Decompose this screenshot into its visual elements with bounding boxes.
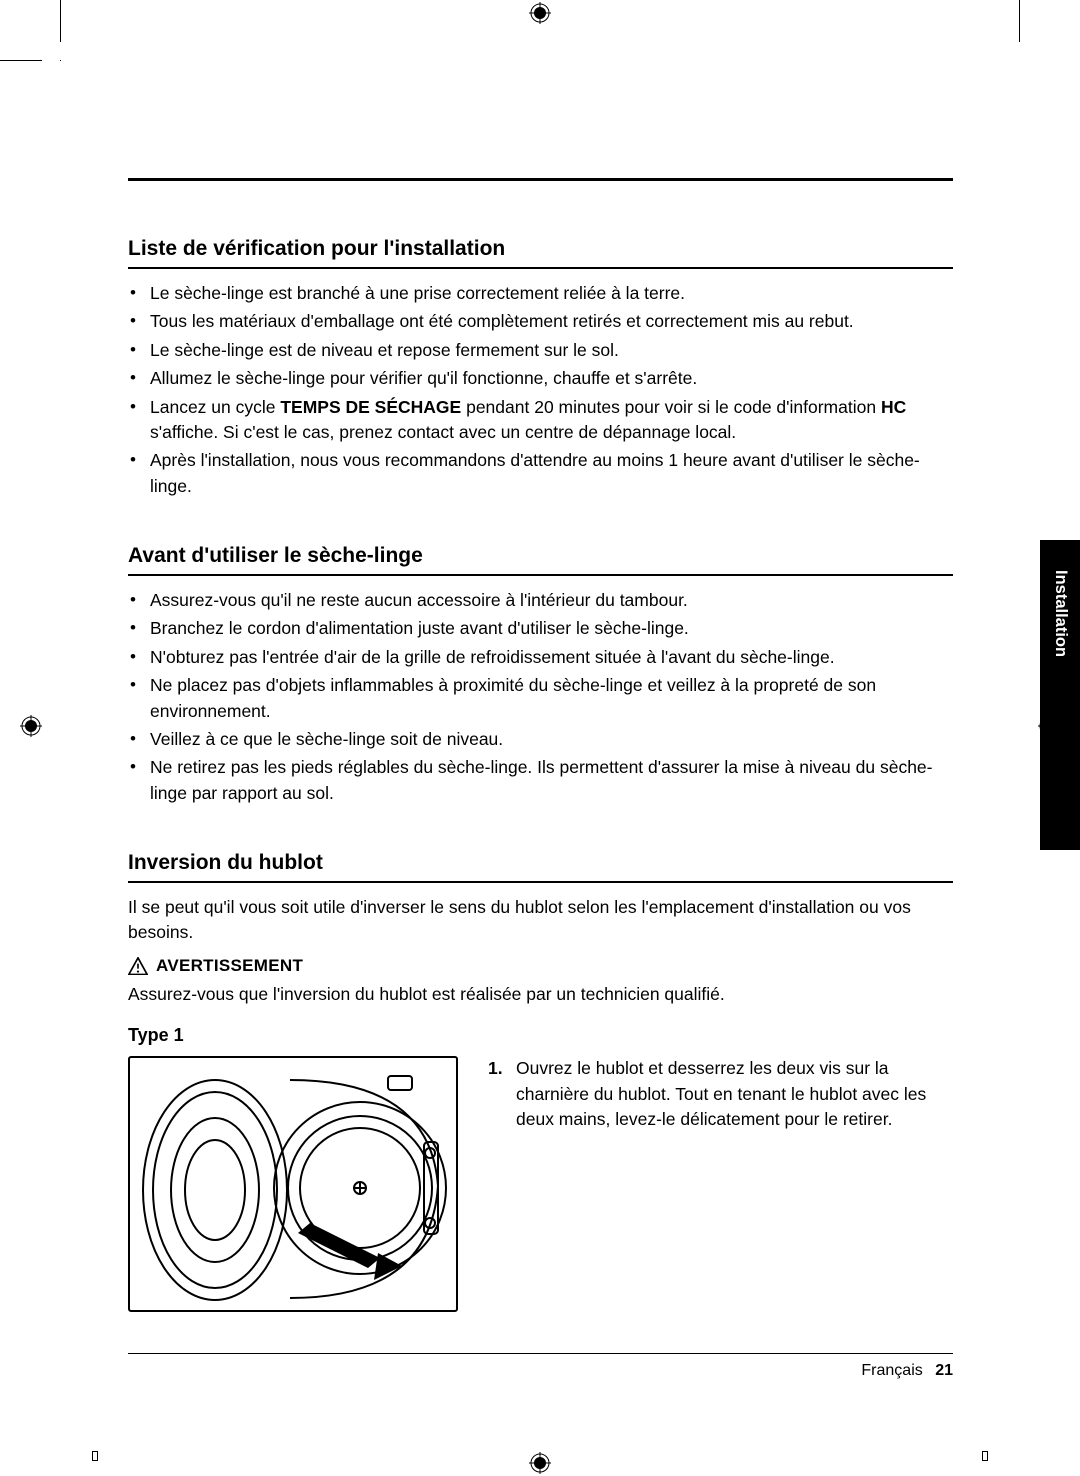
registration-mark-icon <box>529 2 551 24</box>
bold-fragment: TEMPS DE SÉCHAGE <box>280 397 461 417</box>
footer-page-number: 21 <box>935 1362 953 1379</box>
before-use-title: Avant d'utiliser le sèche-linge <box>128 544 953 576</box>
crop-mark <box>1019 0 1020 42</box>
section-tab: Installation <box>1040 540 1080 850</box>
type1-row: Ouvrez le hublot et desserrez les deux v… <box>128 1056 953 1312</box>
page-content: Liste de vérification pour l'installatio… <box>128 100 953 1400</box>
list-item: Après l'installation, nous vous recomman… <box>150 448 953 499</box>
door-reverse-intro: Il se peut qu'il vous soit utile d'inver… <box>128 895 953 946</box>
step-item: Ouvrez le hublot et desserrez les deux v… <box>516 1056 953 1132</box>
footer-lang: Français <box>861 1362 922 1379</box>
bold-fragment: HC <box>881 397 906 417</box>
list-item: Lancez un cycle TEMPS DE SÉCHAGE pendant… <box>150 395 953 446</box>
list-item: Ne placez pas d'objets inflammables à pr… <box>150 673 953 724</box>
warning-text: Assurez-vous que l'inversion du hublot e… <box>128 982 953 1007</box>
crop-mark <box>60 60 61 61</box>
warning-icon <box>128 957 148 975</box>
section-tab-label: Installation <box>1051 570 1070 657</box>
step-list: Ouvrez le hublot et desserrez les deux v… <box>488 1056 953 1132</box>
warning-row: AVERTISSEMENT <box>128 956 953 976</box>
print-mark <box>92 1451 98 1461</box>
list-item: Veillez à ce que le sèche-linge soit de … <box>150 727 953 752</box>
crop-mark <box>0 60 42 61</box>
list-item: Branchez le cordon d'alimentation juste … <box>150 616 953 641</box>
type-label: Type 1 <box>128 1025 953 1046</box>
warning-label: AVERTISSEMENT <box>156 956 303 976</box>
list-item: Ne retirez pas les pieds réglables du sè… <box>150 755 953 806</box>
list-item: Le sèche-linge est branché à une prise c… <box>150 281 953 306</box>
print-mark <box>982 1451 988 1461</box>
text-fragment: s'affiche. Si c'est le cas, prenez conta… <box>150 422 736 442</box>
door-diagram <box>128 1056 458 1312</box>
text-fragment: pendant 20 minutes pour voir si le code … <box>461 397 881 417</box>
crop-mark <box>60 0 61 42</box>
list-item: Tous les matériaux d'emballage ont été c… <box>150 309 953 334</box>
list-item: Le sèche-linge est de niveau et repose f… <box>150 338 953 363</box>
door-reverse-title: Inversion du hublot <box>128 851 953 883</box>
page-footer: Français 21 <box>128 1353 953 1380</box>
text-fragment: Lancez un cycle <box>150 397 280 417</box>
before-use-list: Assurez-vous qu'il ne reste aucun access… <box>128 588 953 806</box>
step-column: Ouvrez le hublot et desserrez les deux v… <box>488 1056 953 1132</box>
list-item: Allumez le sèche-linge pour vérifier qu'… <box>150 366 953 391</box>
registration-mark-icon <box>20 715 42 737</box>
header-rule <box>128 178 953 181</box>
checklist-list: Le sèche-linge est branché à une prise c… <box>128 281 953 499</box>
checklist-title: Liste de vérification pour l'installatio… <box>128 237 953 269</box>
list-item: N'obturez pas l'entrée d'air de la grill… <box>150 645 953 670</box>
list-item: Assurez-vous qu'il ne reste aucun access… <box>150 588 953 613</box>
registration-mark-icon <box>529 1452 551 1474</box>
